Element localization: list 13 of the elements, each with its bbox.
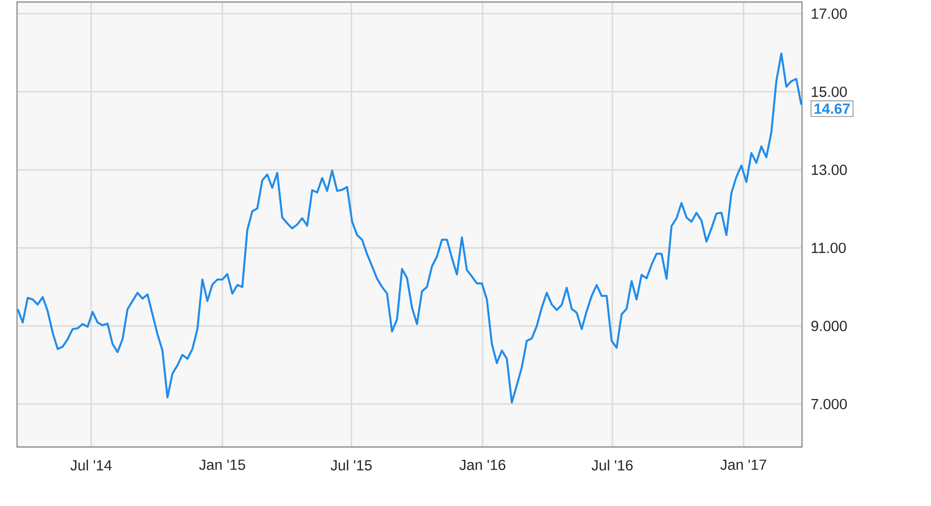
x-tick-label: Jan '17 [720, 460, 766, 470]
y-tick-label: 9.000 [811, 320, 847, 332]
x-tick-label: Jul '15 [330, 460, 372, 470]
y-tick-label: 7.000 [811, 398, 847, 410]
y-tick-label: 15.00 [812, 86, 847, 97]
y-tick-label: 13.00 [812, 164, 847, 176]
annotation: 14.67 [814, 103, 850, 114]
x-tick-label: Jul '16 [592, 460, 633, 470]
x-tick-label: Jan '15 [199, 460, 246, 470]
y-tick-label: 17.00 [812, 8, 847, 19]
x-tick-label: Jul '14 [70, 460, 112, 470]
y-tick-label: 11.00 [812, 242, 846, 254]
x-tick-label: Jan '16 [459, 460, 506, 470]
